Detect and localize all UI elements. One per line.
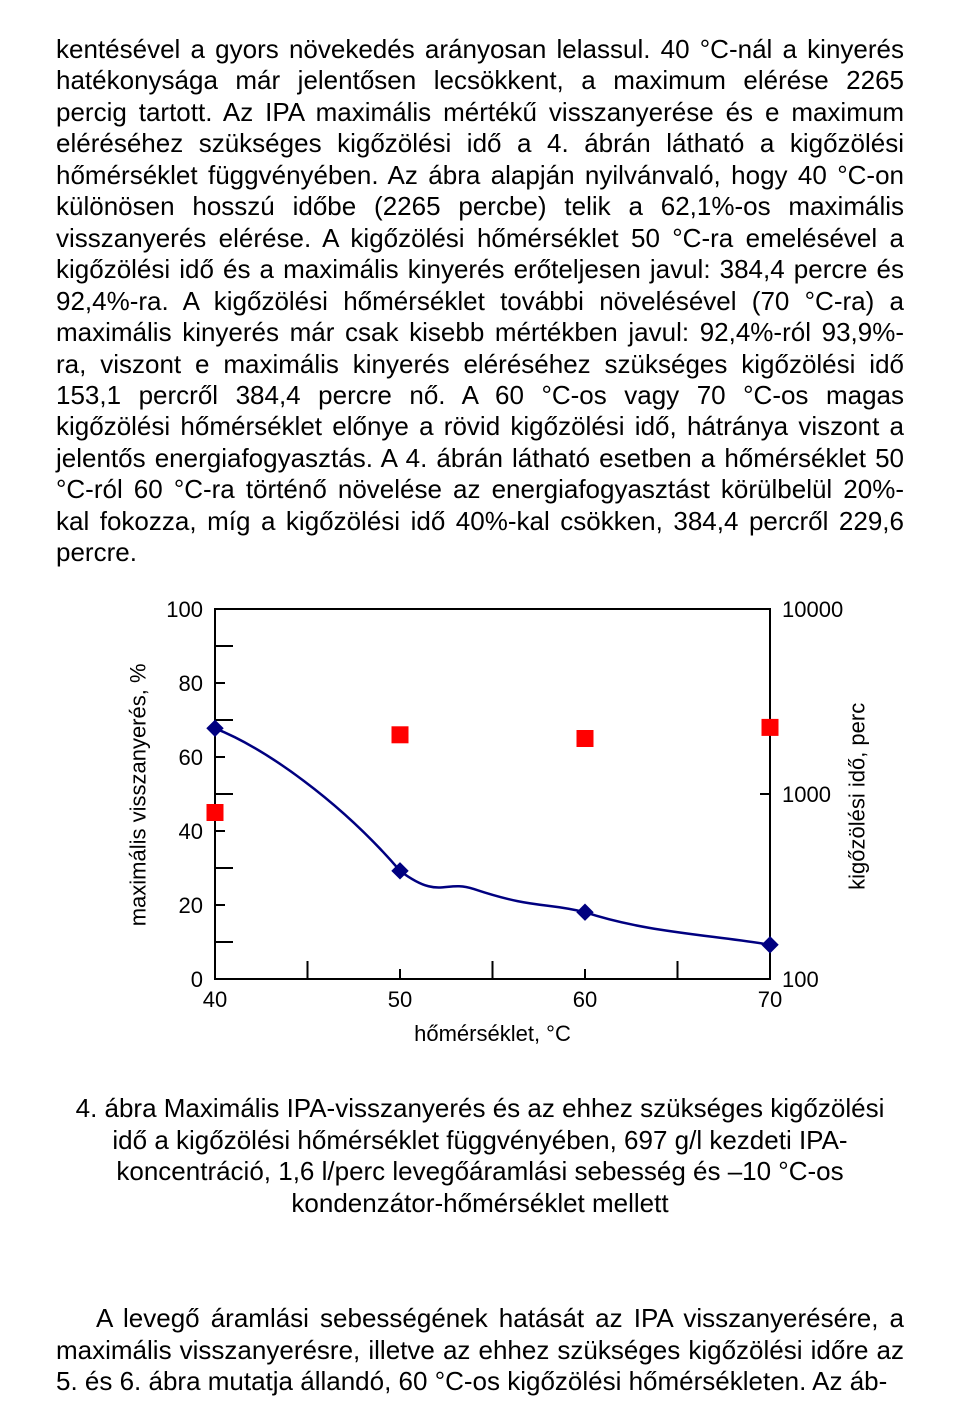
svg-text:60: 60 — [179, 745, 203, 770]
svg-text:50: 50 — [388, 987, 412, 1012]
chart-figure: 0 20 40 60 80 100 100 1000 10000 40 50 60 70 maximál… — [95, 599, 865, 1048]
svg-text:0: 0 — [191, 967, 203, 992]
svg-text:70: 70 — [758, 987, 782, 1012]
svg-text:1000: 1000 — [782, 782, 831, 807]
svg-text:60: 60 — [573, 987, 597, 1012]
y-right-axis-label: kigőzölési idő, perc — [845, 696, 872, 896]
svg-text:100: 100 — [166, 599, 203, 622]
svg-text:80: 80 — [179, 671, 203, 696]
svg-text:100: 100 — [782, 967, 819, 992]
body-paragraph-1: kentésével a gyors növekedés arányosan l… — [56, 34, 904, 569]
body-paragraph-2: A levegő áramlási sebességének hatását a… — [56, 1303, 904, 1397]
figure-caption: 4. ábra Maximális IPA-visszanyerés és az… — [56, 1093, 904, 1219]
svg-text:20: 20 — [179, 893, 203, 918]
y-left-axis-label: maximális visszanyerés, % — [126, 666, 153, 926]
svg-text:40: 40 — [203, 987, 227, 1012]
dual-axis-chart: 0 20 40 60 80 100 100 1000 10000 40 50 60 70 maximál… — [95, 599, 865, 1079]
svg-text:10000: 10000 — [782, 599, 843, 622]
chart-svg: 0 20 40 60 80 100 100 1000 10000 40 50 60 70 — [95, 599, 865, 1079]
svg-text:40: 40 — [179, 819, 203, 844]
page-container: kentésével a gyors növekedés arányosan l… — [0, 0, 960, 1407]
